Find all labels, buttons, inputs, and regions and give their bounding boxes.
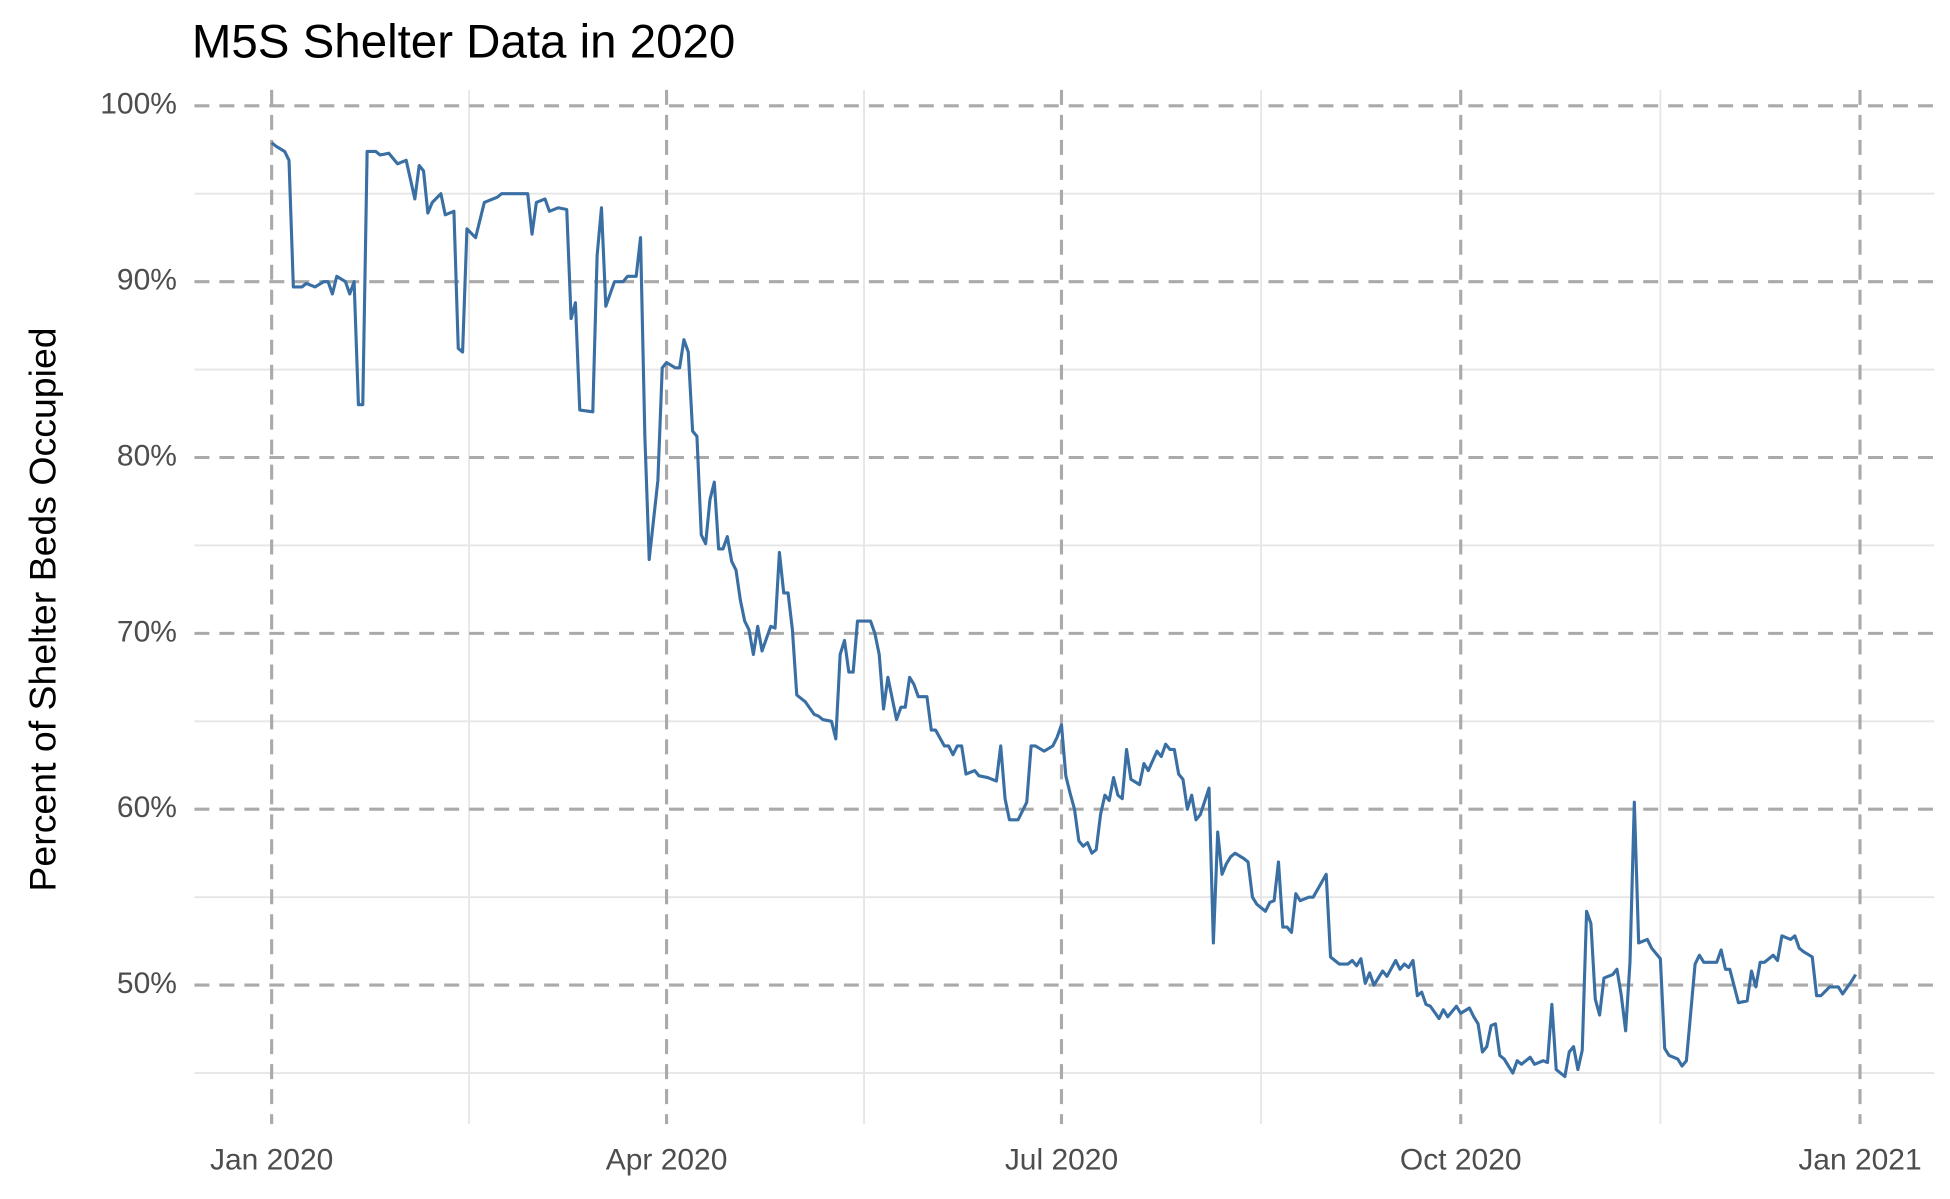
x-tick-label: Oct 2020 bbox=[1400, 1143, 1522, 1176]
y-tick-label: 90% bbox=[117, 264, 177, 297]
x-tick-label: Jul 2020 bbox=[1005, 1143, 1118, 1176]
y-tick-label: 80% bbox=[117, 439, 177, 472]
chart-title: M5S Shelter Data in 2020 bbox=[192, 15, 735, 68]
y-tick-label: 100% bbox=[100, 88, 177, 121]
x-tick-label: Jan 2020 bbox=[210, 1143, 333, 1176]
y-tick-label: 60% bbox=[117, 791, 177, 824]
x-tick-label: Jan 2021 bbox=[1798, 1143, 1921, 1176]
x-tick-label: Apr 2020 bbox=[606, 1143, 728, 1176]
data-line bbox=[270, 141, 1857, 1079]
y-axis-title: Percent of Shelter Beds Occupied bbox=[22, 327, 64, 891]
y-tick-label: 70% bbox=[117, 615, 177, 648]
y-tick-label: 50% bbox=[117, 967, 177, 1000]
